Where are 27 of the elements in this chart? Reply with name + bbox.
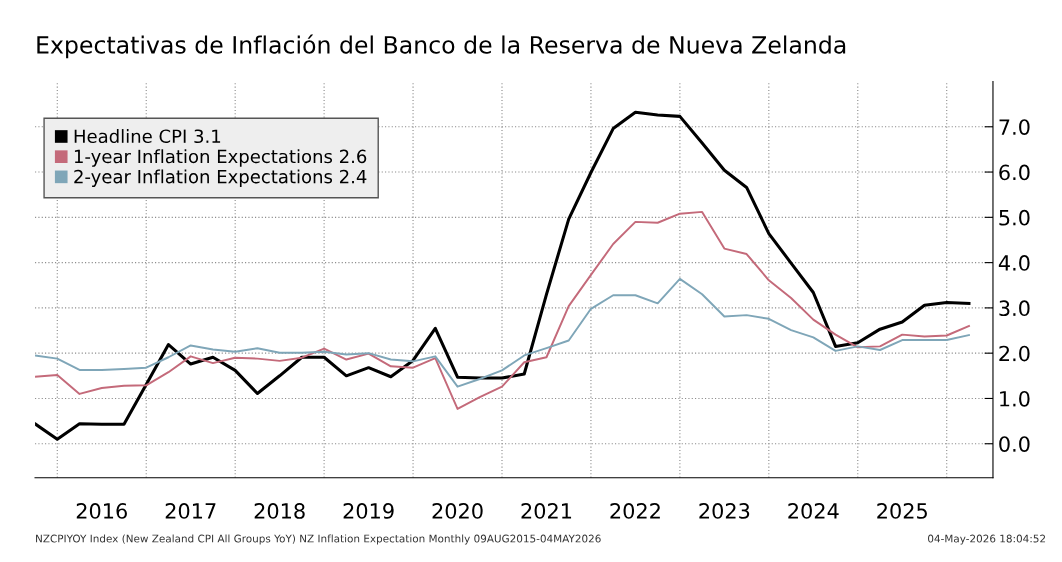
- x-tick-label: 2024: [788, 503, 839, 519]
- legend-label: 1-year Inflation Expectations 2.6: [74, 149, 367, 167]
- y-tick-label: 3.0: [999, 300, 1030, 317]
- y-tick-label: 1.0: [1000, 390, 1030, 407]
- x-tick-label: 2017: [165, 503, 216, 519]
- x-tick-label: 2019: [343, 503, 394, 519]
- text: 04-May-2026 18:04:52: [928, 534, 1046, 545]
- text: NZCPIYOY Index (New Zealand CPI All Groups YoY) NZ Inflation Expectation Monthly 09AUG2015-04MAY2026: [36, 534, 601, 545]
- x-tick-label: 2021: [521, 503, 572, 519]
- x-tick-label: 2016: [76, 503, 127, 519]
- legend-label: 2-year Inflation Expectations 2.4: [74, 169, 367, 187]
- legend-label: Headline CPI 3.1: [74, 129, 221, 144]
- y-tick-label: 4.0: [998, 255, 1030, 271]
- line-series: [35, 210, 970, 410]
- x-tick-label: 2020: [432, 503, 483, 519]
- x-tick-label: 2022: [610, 503, 660, 519]
- x-tick-label: 2018: [254, 503, 305, 519]
- y-tick-label: 0.0: [999, 436, 1030, 452]
- x-tick-label: 2023: [699, 503, 750, 519]
- line-series: [35, 277, 970, 388]
- y-tick-label: 5.0: [999, 209, 1030, 226]
- y-tick-label: 6.0: [999, 164, 1030, 181]
- y-tick-label: 7.0: [999, 119, 1030, 135]
- x-tick-label: 2025: [877, 503, 927, 519]
- y-tick-label: 2.0: [999, 345, 1030, 362]
- line-series: [35, 110, 971, 441]
- chart-title: Expectativas de Inflación del Banco de la Reserva de Nueva Zelanda: [37, 34, 846, 59]
